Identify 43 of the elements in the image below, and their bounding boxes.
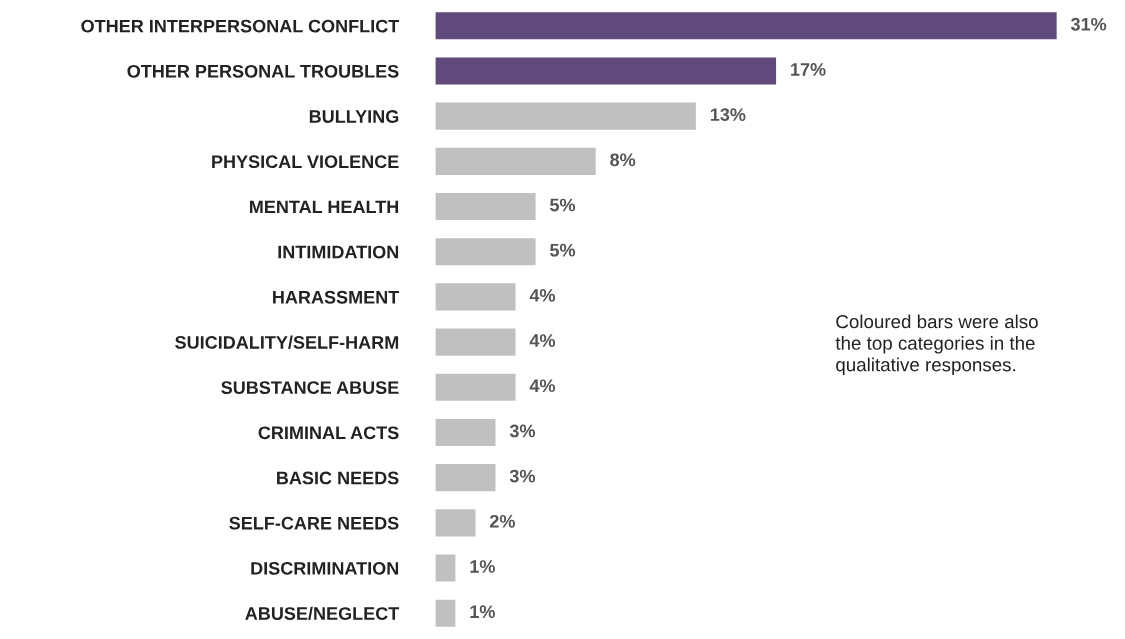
bar xyxy=(435,57,777,85)
data-label: 2% xyxy=(489,514,515,528)
data-label: 1% xyxy=(470,605,495,619)
data-label: 4% xyxy=(529,289,556,302)
data-label: 5% xyxy=(550,198,576,212)
data-label: 3% xyxy=(509,469,536,483)
bar xyxy=(435,12,1057,40)
data-label: 5% xyxy=(550,243,576,257)
bar xyxy=(435,373,516,401)
y-tick-label: CRIMINAL ACTS xyxy=(258,426,399,440)
data-label: 13% xyxy=(710,108,746,122)
data-label: 8% xyxy=(610,153,636,167)
annotation: Coloured bars were also the top categories in the qualitative responses. xyxy=(835,314,1038,376)
bar xyxy=(435,238,536,266)
y-tick-label: BASIC NEEDS xyxy=(277,471,399,485)
bar xyxy=(435,283,516,311)
bar xyxy=(435,554,456,582)
y-tick-label: DISCRIMINATION xyxy=(251,561,399,575)
bar xyxy=(435,102,696,130)
data-label: 4% xyxy=(529,379,556,393)
data-label: 31% xyxy=(1070,17,1107,31)
data-label: 3% xyxy=(509,424,536,438)
bar xyxy=(435,328,516,356)
y-tick-label: INTIMIDATION xyxy=(278,245,399,259)
y-tick-label: SUICIDALITY/SELF-HARM xyxy=(175,335,399,349)
data-label: 17% xyxy=(791,63,826,76)
y-tick-label: BULLYING xyxy=(309,110,399,123)
y-tick-label: HARASSMENT xyxy=(273,290,400,304)
y-tick-label: SELF-CARE NEEDS xyxy=(229,516,399,530)
bar xyxy=(435,418,496,447)
bar xyxy=(435,599,456,627)
bar xyxy=(435,192,536,221)
bar xyxy=(435,509,476,537)
y-tick-label: PHYSICAL VIOLENCE xyxy=(212,155,399,169)
y-tick-label: SUBSTANCE ABUSE xyxy=(221,381,399,394)
bar xyxy=(435,464,496,492)
y-tick-label: OTHER INTERPERSONAL CONFLICT xyxy=(81,19,400,33)
data-label: 4% xyxy=(529,334,556,347)
bar xyxy=(435,147,596,175)
data-label: 1% xyxy=(470,560,495,573)
y-tick-label: MENTAL HEALTH xyxy=(250,200,399,214)
y-tick-label: OTHER PERSONAL TROUBLES xyxy=(127,64,399,78)
y-tick-label: ABUSE/NEGLECT xyxy=(245,606,400,621)
